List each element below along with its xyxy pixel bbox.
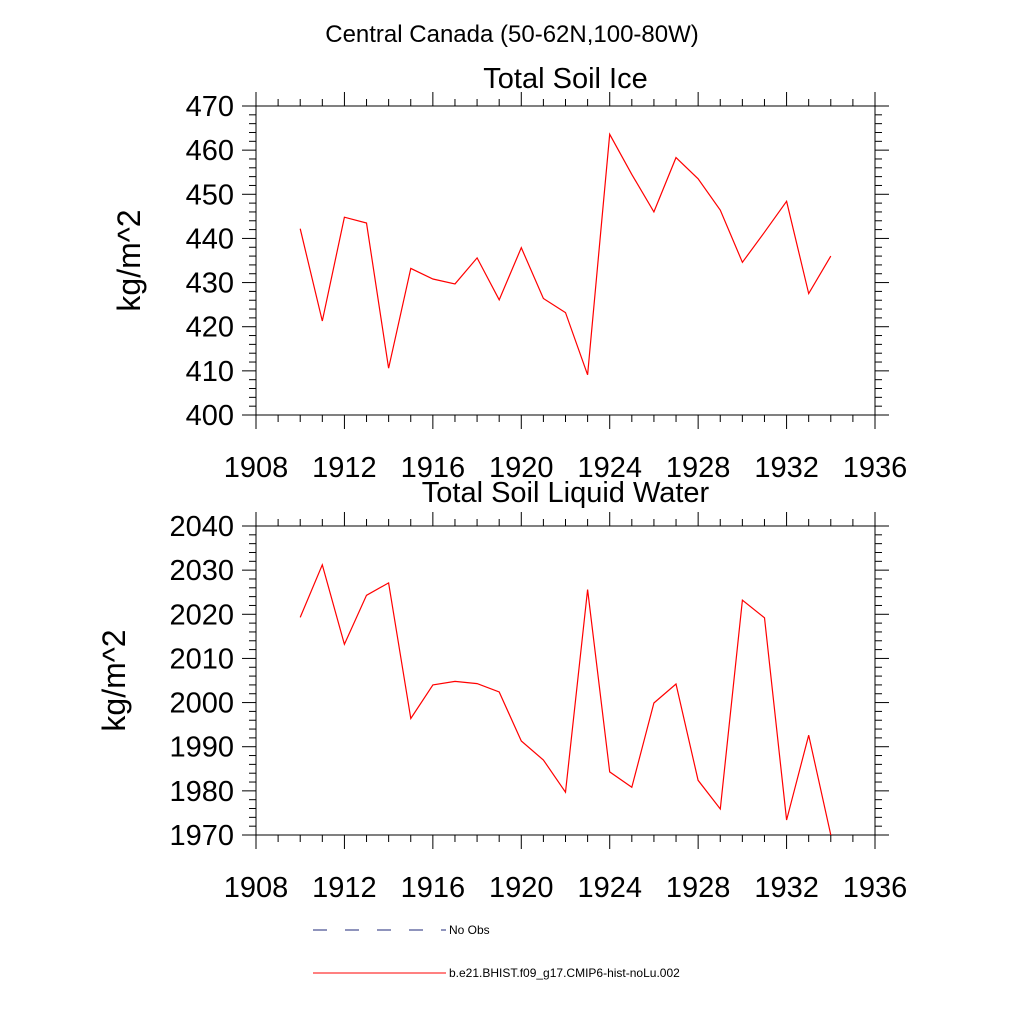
x-tick-label: 1936 [843, 872, 908, 904]
y-axis-label: kg/m^2 [111, 209, 147, 311]
y-tick-label: 420 [186, 312, 234, 344]
y-tick-label: 440 [186, 223, 234, 255]
y-tick-label: 2010 [169, 643, 234, 675]
y-tick-label: 470 [186, 91, 234, 123]
x-tick-label: 1916 [401, 872, 466, 904]
x-tick-label: 1908 [224, 872, 289, 904]
legend: No Obs b.e21.BHIST.f09_g17.CMIP6-hist-no… [313, 923, 680, 980]
x-tick-label: 1932 [754, 872, 819, 904]
y-tick-label: 450 [186, 179, 234, 211]
series-line [299, 132, 832, 376]
figure-suptitle: Central Canada (50-62N,100-80W) [325, 21, 699, 48]
y-tick-label: 2040 [169, 511, 234, 543]
x-tick-label: 1928 [666, 452, 731, 484]
legend-label-model: b.e21.BHIST.f09_g17.CMIP6-hist-noLu.002 [449, 966, 680, 980]
x-tick-label: 1912 [312, 872, 377, 904]
x-tick-label: 1920 [489, 452, 554, 484]
x-tick-label: 1936 [843, 452, 908, 484]
legend-label-no-obs: No Obs [449, 923, 490, 937]
y-tick-label: 2000 [169, 688, 234, 720]
series-line [299, 562, 832, 836]
chart-title: Total Soil Ice [483, 63, 647, 95]
y-tick-label: 1980 [169, 776, 234, 808]
y-axis-label: kg/m^2 [96, 629, 132, 731]
y-tick-label: 2020 [169, 599, 234, 631]
y-tick-label: 2030 [169, 555, 234, 587]
y-tick-label: 1990 [169, 732, 234, 764]
chart-panel-soil-liquid-water: Total Soil Liquid Water kg/m^2 1908 1912 1… [96, 477, 907, 904]
y-tick-label: 400 [186, 400, 234, 432]
x-tick-label: 1920 [489, 872, 554, 904]
chart-title: Total Soil Liquid Water [422, 477, 710, 509]
x-tick-label: 1916 [401, 452, 466, 484]
x-tick-label: 1924 [577, 872, 642, 904]
x-tick-label: 1928 [666, 872, 731, 904]
x-tick-label: 1924 [577, 452, 642, 484]
x-tick-label: 1912 [312, 452, 377, 484]
x-tick-label: 1908 [224, 452, 289, 484]
plot-frame [255, 105, 876, 416]
y-tick-label: 1970 [169, 820, 234, 852]
chart-panel-soil-ice: Total Soil Ice kg/m^2 1908 1912 1916 1920 19… [111, 63, 907, 484]
y-tick-label: 460 [186, 135, 234, 167]
y-tick-label: 410 [186, 356, 234, 388]
x-tick-label: 1932 [754, 452, 819, 484]
y-tick-label: 430 [186, 268, 234, 300]
